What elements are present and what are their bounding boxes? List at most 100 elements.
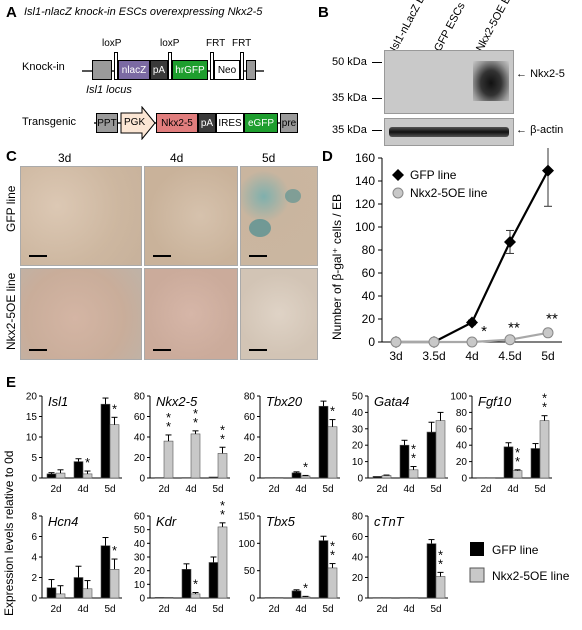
bar-gfp: [154, 597, 165, 599]
bar-gfp: [399, 597, 410, 599]
lane-label-2: GFP ESCs: [432, 0, 468, 54]
legend-label-oe: Nkx2-5OE line: [492, 569, 570, 583]
frt-label-1: FRT: [206, 38, 226, 49]
y-tick-label: 20: [26, 392, 38, 403]
data-point-gfp: [542, 164, 554, 177]
gene-title: Nkx2-5: [156, 394, 198, 409]
hrgfp-box: hrGFP: [172, 60, 208, 80]
kda-50-label: 50 kDa: [332, 56, 367, 68]
transgenic-label: Transgenic: [22, 116, 77, 128]
significance-star: *: [112, 401, 117, 416]
y-tick-label: 60: [134, 512, 146, 523]
micrograph-gfp-3d: [20, 166, 142, 266]
x-tick-label: 4d: [77, 484, 88, 495]
bar-oe: [273, 597, 284, 599]
gene-title: Isl1: [48, 394, 68, 409]
loxp-site-1: [114, 52, 118, 80]
y-tick-label: 80: [244, 392, 256, 403]
significance-star: *: [438, 547, 443, 562]
x-tick-label: 2d: [50, 484, 61, 495]
ires-box: IRES: [216, 113, 244, 133]
bar-oe: [109, 569, 120, 599]
x-tick-label: 5d: [534, 484, 545, 495]
kda-35-label-b: 35 kDa: [332, 124, 367, 136]
micrograph-gfp-5d: [240, 166, 318, 266]
y-tick-label: 40: [134, 539, 146, 550]
scale-bar: [29, 255, 47, 257]
blot-nkx2-5: [384, 50, 514, 114]
row-label-nkx-oe: Nkx2-5OE line: [4, 272, 18, 350]
lane-label-3: Nkx2-5OE ESCs: [474, 0, 524, 54]
gene-title: Gata4: [374, 394, 409, 409]
significance-star: *: [166, 419, 171, 434]
legend-marker-gfp: [392, 169, 404, 181]
y-tick-label: 20: [456, 457, 468, 468]
pre-box: pre: [280, 113, 298, 133]
bar-gfp: [46, 473, 57, 479]
y-tick-label: 20: [362, 312, 376, 326]
y-tick-label: 5: [31, 453, 37, 464]
bar-gfp: [100, 403, 111, 479]
x-tick-label: 2d: [376, 484, 387, 495]
bar-oe: [435, 576, 446, 599]
y-tick-label: 80: [456, 408, 468, 419]
x-tick-label: 2d: [158, 484, 169, 495]
nkx2-5-band: [473, 61, 509, 101]
gene-title: Hcn4: [48, 514, 78, 529]
significance-star: *: [330, 404, 335, 419]
significance-star: *: [303, 459, 308, 474]
y-tick-label: 60: [352, 532, 364, 543]
y-tick-label: 10: [352, 457, 364, 468]
bar-oe: [109, 424, 120, 479]
data-point-gfp: [466, 316, 478, 329]
bar-gfp: [181, 569, 192, 599]
bar-oe: [435, 420, 446, 479]
significance-star: *: [330, 548, 335, 563]
ppt-box: PPT: [96, 113, 118, 133]
beta-actin-band-text: β-actin: [530, 124, 564, 136]
legend-label-oe: Nkx2-5OE line: [410, 186, 488, 200]
beta-actin-band-label: ← β-actin: [516, 124, 564, 136]
x-tick-label: 4.5d: [498, 349, 521, 363]
gene-title: Tbx20: [266, 394, 303, 409]
y-tick-label: 0: [31, 594, 37, 605]
x-tick-label: 4d: [77, 604, 88, 615]
y-tick-label: 100: [238, 539, 255, 550]
y-tick-label: 20: [352, 441, 364, 452]
y-tick-label: 80: [362, 243, 376, 257]
y-tick-label: 80: [352, 512, 364, 523]
bar-oe: [327, 426, 338, 479]
bar-gfp: [264, 477, 275, 479]
significance-star: *: [411, 442, 416, 457]
bar-gfp: [73, 577, 84, 599]
data-point-oe: [504, 334, 516, 346]
x-tick-label: 4d: [295, 604, 306, 615]
bar-gfp: [291, 590, 302, 599]
y-tick-label: 30: [352, 424, 364, 435]
y-tick-label: 40: [362, 289, 376, 303]
legend-label-gfp: GFP line: [492, 543, 539, 557]
x-tick-label: 5d: [541, 349, 554, 363]
y-tick-label: 0: [357, 594, 363, 605]
bar-gfp: [318, 405, 329, 479]
y-tick-label: 50: [134, 525, 146, 536]
x-tick-label: 4d: [465, 349, 478, 363]
bar-oe: [82, 588, 93, 599]
x-tick-label: 3d: [389, 349, 402, 363]
y-tick-label: 0: [357, 474, 363, 485]
scale-bar: [249, 255, 267, 257]
pgk-promoter-arrow: [120, 106, 156, 140]
pgk-label: PGK: [124, 117, 146, 128]
significance-star: *: [220, 498, 225, 513]
y-tick-label: 120: [355, 197, 375, 211]
bar-gfp: [503, 446, 514, 479]
x-tick-label: 5d: [212, 604, 223, 615]
exon-box-1: [92, 60, 112, 80]
y-tick-label: 4: [31, 553, 37, 564]
data-point-oe: [390, 336, 402, 348]
significance-star: *: [330, 539, 335, 554]
bar-oe: [408, 597, 419, 599]
bar-oe: [300, 475, 311, 479]
x-tick-label: 4d: [507, 484, 518, 495]
